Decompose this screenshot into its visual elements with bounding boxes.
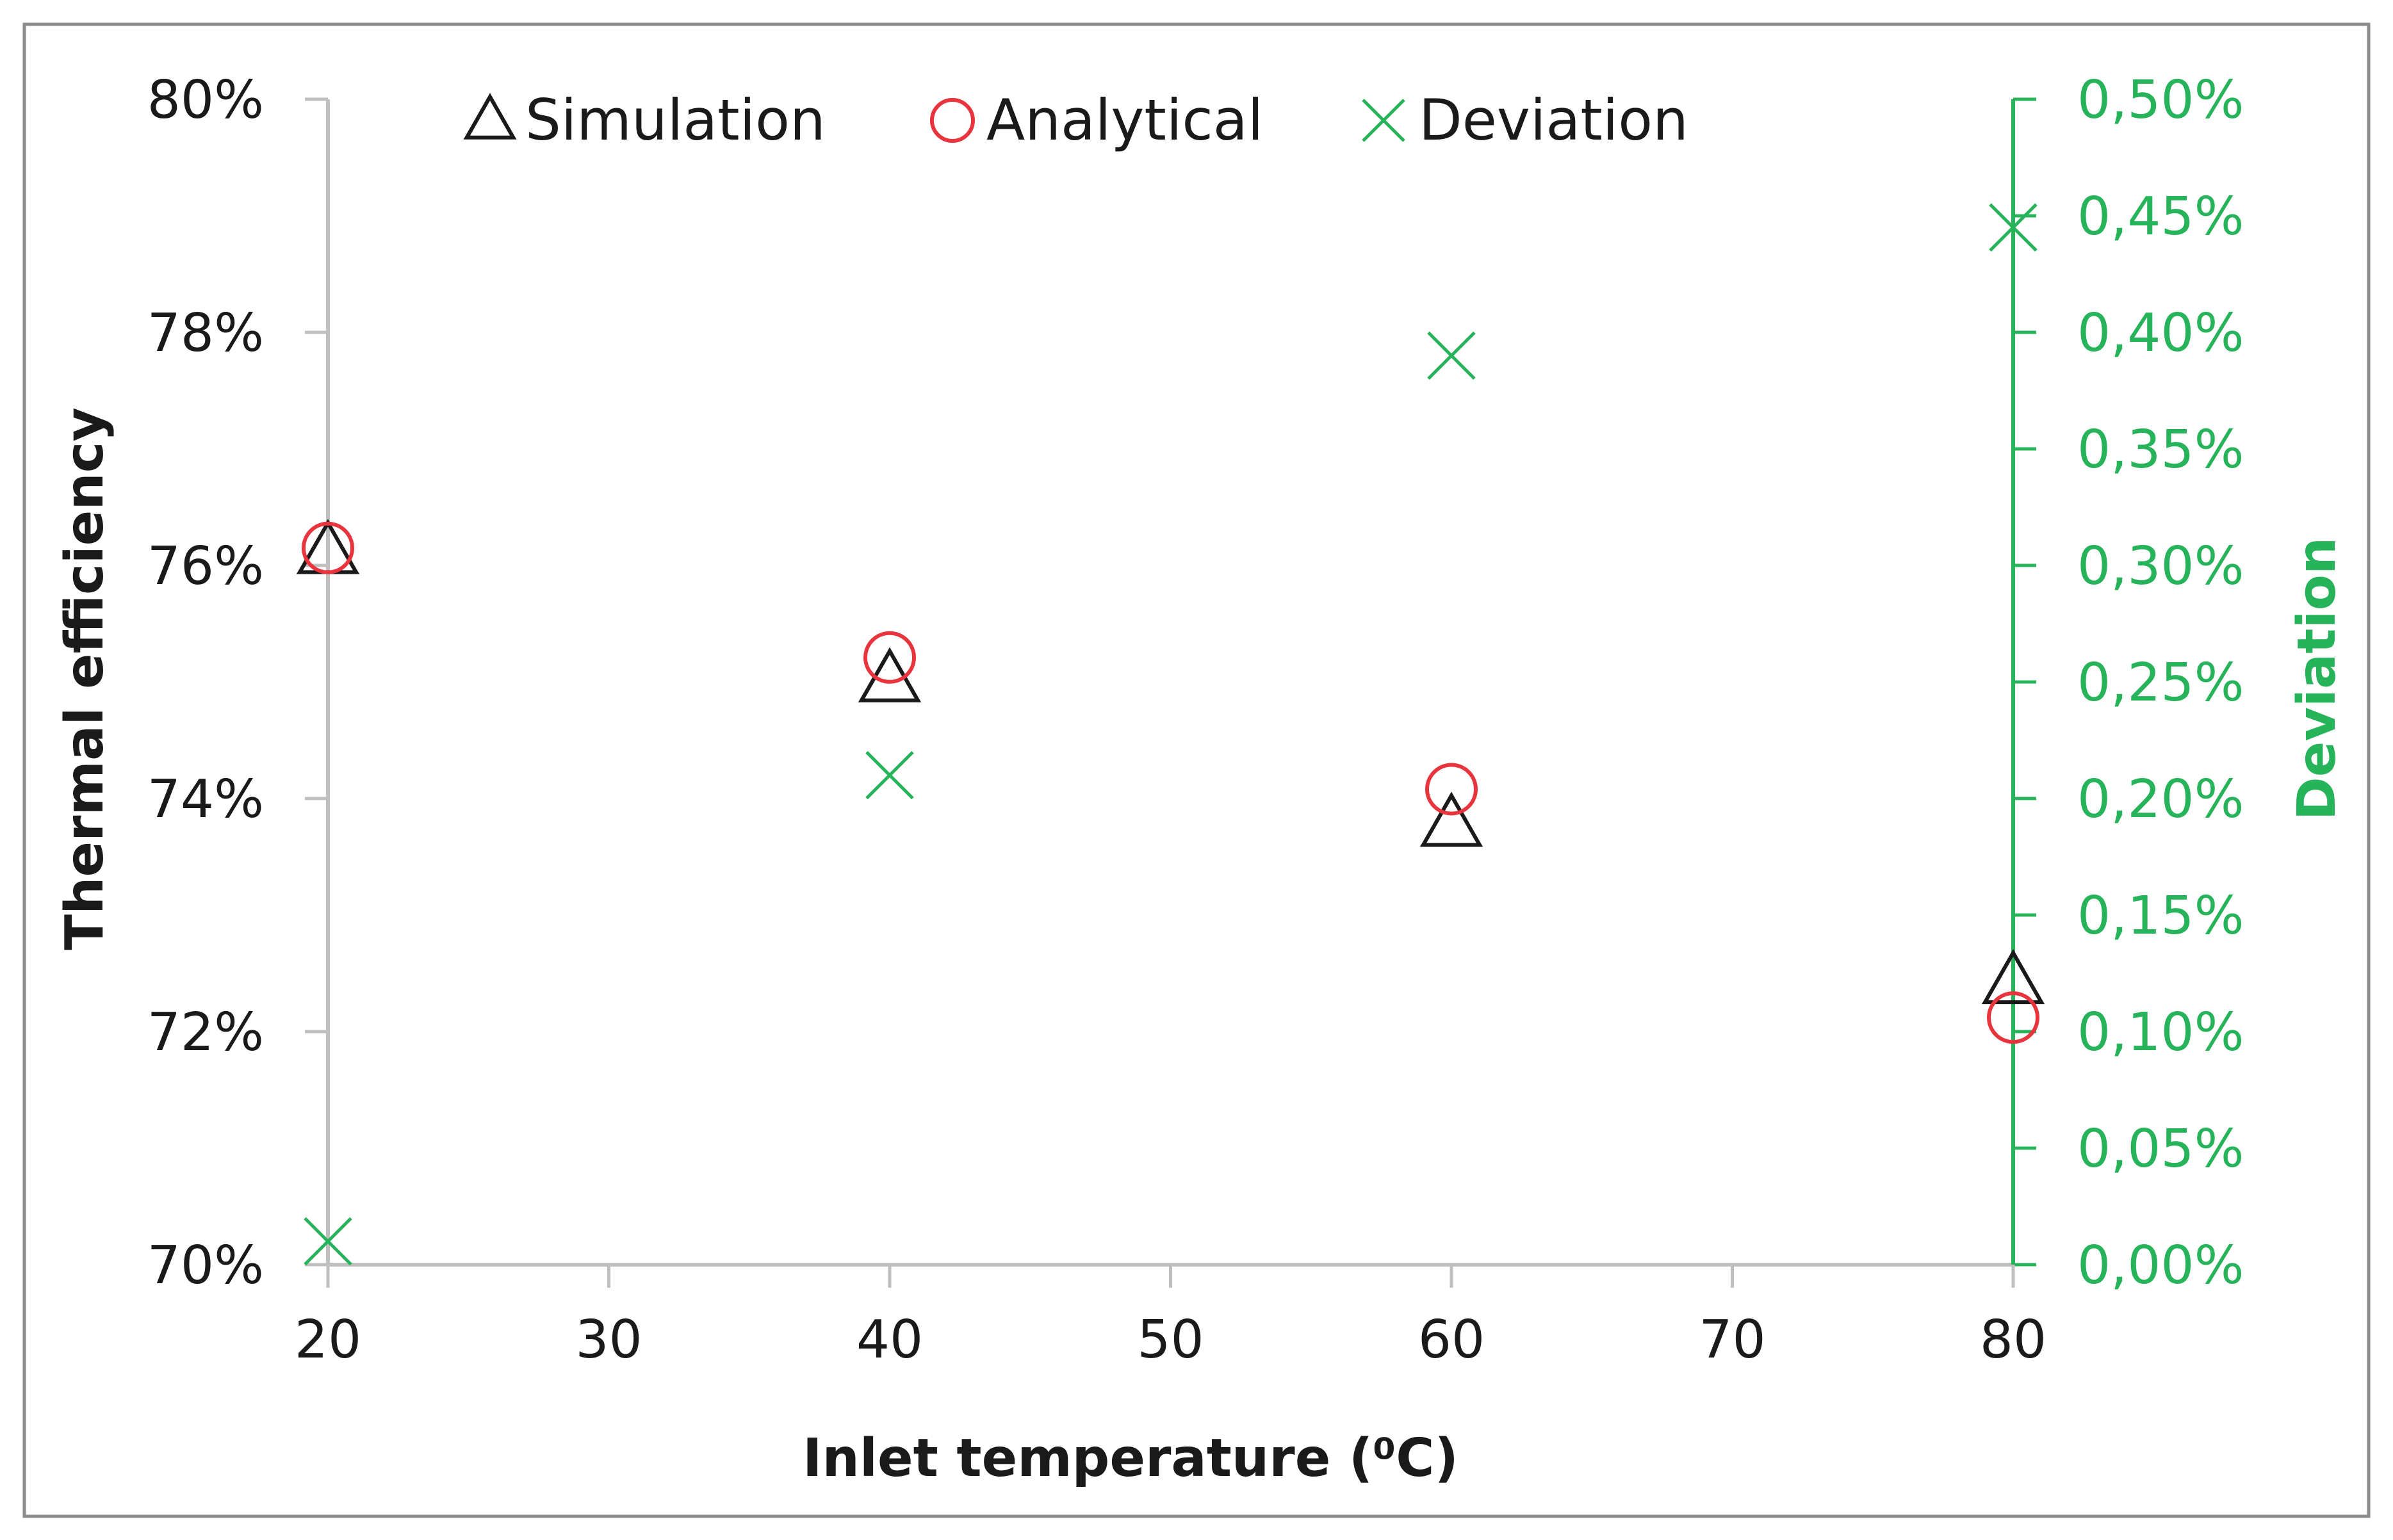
legend-deviation-marker-stroke	[1362, 99, 1405, 142]
deviation-point	[1427, 331, 1476, 380]
y-tick-label: 76%	[147, 536, 264, 597]
y2-tick-label: 0,40%	[2077, 303, 2244, 364]
y2-tick-label: 0,50%	[2077, 70, 2244, 131]
y2-tick-label: 0,15%	[2077, 886, 2244, 946]
x-axis-title: Inlet temperature (⁰C)	[803, 1428, 1458, 1489]
y-tick-label: 78%	[147, 303, 264, 364]
simulation-point	[1981, 949, 2045, 1005]
data-marks	[296, 203, 2045, 1266]
legend-analytical-marker	[930, 98, 975, 143]
y2-tick-label: 0,30%	[2077, 536, 2244, 597]
deviation-point-stroke	[1989, 203, 2038, 252]
deviation-point	[1989, 203, 2038, 252]
x-tick-label: 40	[856, 1309, 923, 1370]
y-axis-title: Thermal efficiency	[54, 407, 115, 950]
y2-tick-label: 0,35%	[2077, 419, 2244, 480]
y-tick-label: 72%	[147, 1002, 264, 1063]
y2-tick-label: 0,20%	[2077, 769, 2244, 830]
analytical-point	[1987, 991, 2039, 1044]
y2-tick-label: 0,45%	[2077, 186, 2244, 247]
x-tick-label: 30	[575, 1309, 642, 1370]
x-tick-label: 60	[1418, 1309, 1485, 1370]
deviation-point	[304, 1217, 352, 1266]
y-tick-label: 80%	[147, 70, 264, 131]
y2-axis-title: Deviation	[2287, 537, 2348, 821]
simulation-point	[1419, 791, 1483, 847]
analytical-point	[1425, 763, 1478, 816]
y2-tick-label: 0,25%	[2077, 652, 2244, 713]
x-tick-label: 70	[1699, 1309, 1765, 1370]
legend-simulation-marker	[463, 93, 517, 140]
x-tick-label: 80	[1980, 1309, 2046, 1370]
analytical-point	[863, 631, 916, 684]
legend-deviation-label: Deviation	[1419, 87, 1688, 153]
y2-tick-label: 0,05%	[2077, 1119, 2244, 1179]
deviation-point	[865, 750, 914, 800]
y2-tick-label: 0,10%	[2077, 1002, 2244, 1063]
chart-border	[22, 22, 2371, 1518]
legend-deviation-marker	[1362, 99, 1405, 142]
deviation-point-stroke	[1427, 331, 1476, 380]
legend-analytical-label: Analytical	[986, 87, 1263, 153]
y-tick-label: 74%	[147, 769, 264, 830]
legend-simulation-label: Simulation	[525, 87, 826, 153]
y-tick-label: 70%	[147, 1235, 264, 1296]
legend: Simulation Analytical Deviation	[463, 87, 1688, 153]
y2-tick-label: 0,00%	[2077, 1235, 2244, 1296]
ticks: 70% 72% 74% 76% 78% 80% 0,00% 0,05% 0,10% 0,15% 0,…	[147, 70, 2244, 1370]
x-tick-label: 50	[1137, 1309, 1204, 1370]
x-tick-label: 20	[295, 1309, 361, 1370]
deviation-point-stroke	[865, 750, 914, 800]
deviation-point-stroke	[304, 1217, 352, 1266]
analytical-point	[302, 521, 354, 574]
